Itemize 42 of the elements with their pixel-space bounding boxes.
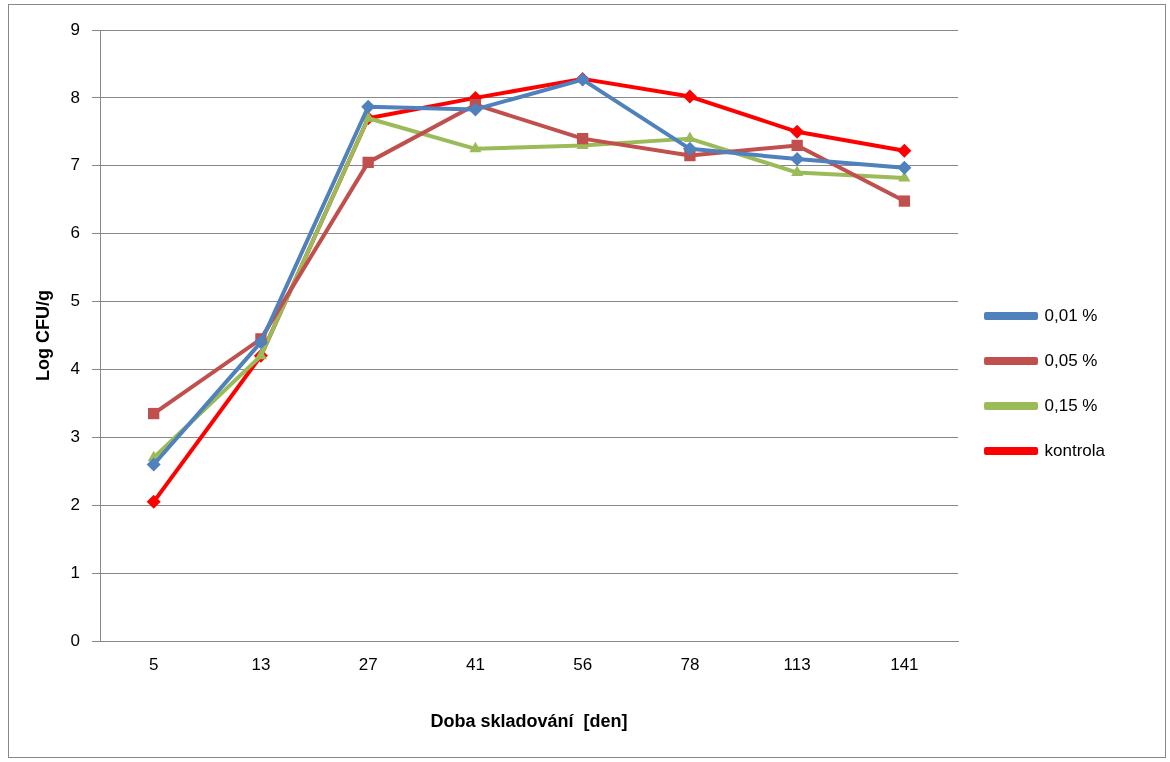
y-tick-label: 8 <box>70 87 81 107</box>
point <box>682 89 697 104</box>
y-tick-label: 1 <box>70 562 81 582</box>
point <box>362 156 374 169</box>
y-axis-title: Log CFU/g <box>32 290 53 381</box>
point <box>898 195 911 207</box>
point <box>253 335 268 350</box>
point <box>468 102 483 117</box>
point <box>791 165 804 177</box>
x-tick-label: 5 <box>148 654 159 674</box>
y-tick-label: 4 <box>70 359 81 379</box>
x-axis-title: Doba skladování [den] <box>430 711 628 732</box>
x-tick-label: 27 <box>358 654 378 674</box>
x-tick-label: 13 <box>251 654 271 674</box>
x-tick-label: 56 <box>573 654 593 674</box>
point <box>469 141 482 153</box>
legend-label: 0,01 % <box>1044 305 1098 325</box>
y-tick-label: 5 <box>70 291 81 311</box>
legend-label: 0,05 % <box>1044 350 1098 370</box>
point <box>790 151 805 166</box>
y-tick-label: 3 <box>70 427 81 447</box>
y-tick-label: 2 <box>70 494 81 514</box>
x-tick-label: 113 <box>783 654 811 674</box>
legend-label: kontrola <box>1044 440 1106 460</box>
point <box>790 124 805 139</box>
point <box>897 143 912 158</box>
point <box>682 141 697 156</box>
y-tick-label: 6 <box>70 223 81 243</box>
y-tick-label: 9 <box>70 19 81 39</box>
legend-label: 0,15 % <box>1044 395 1098 415</box>
point <box>791 139 803 152</box>
x-tick-label: 141 <box>890 654 919 674</box>
y-tick-label: 0 <box>70 630 81 650</box>
point <box>148 407 160 420</box>
point <box>897 160 912 175</box>
point <box>577 132 589 145</box>
x-tick-label: 78 <box>680 654 700 674</box>
point <box>361 99 376 114</box>
point <box>146 457 161 472</box>
point <box>146 494 161 509</box>
x-tick-label: 41 <box>465 654 485 674</box>
y-tick-label: 7 <box>70 155 81 175</box>
